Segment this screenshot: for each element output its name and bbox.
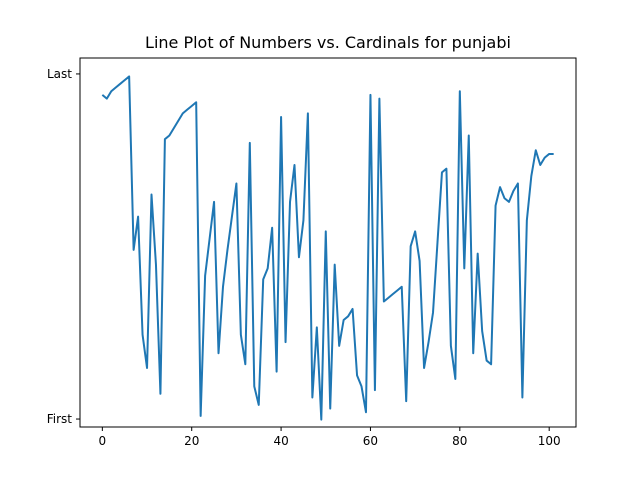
x-axis: 0 20 40 60 80 100 xyxy=(99,427,561,448)
chart-title: Line Plot of Numbers vs. Cardinals for p… xyxy=(145,33,511,52)
x-tick-label: 40 xyxy=(273,434,288,448)
y-tick-label: First xyxy=(47,412,73,426)
x-tick-label: 20 xyxy=(184,434,199,448)
x-tick-label: 100 xyxy=(538,434,561,448)
plot-frame xyxy=(79,57,577,428)
x-tick-label: 0 xyxy=(99,434,107,448)
y-tick-label: Last xyxy=(47,67,72,81)
x-tick-label: 60 xyxy=(363,434,378,448)
x-tick-label: 80 xyxy=(452,434,467,448)
series-line xyxy=(101,75,554,421)
y-axis: First Last xyxy=(47,67,80,426)
